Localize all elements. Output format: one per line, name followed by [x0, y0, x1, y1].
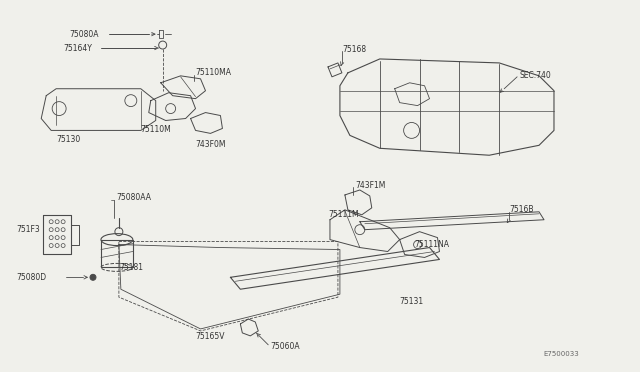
Text: SEC.740: SEC.740: [519, 71, 551, 80]
Text: 743F0M: 743F0M: [196, 140, 226, 149]
Text: 75130: 75130: [56, 135, 81, 144]
Text: 751F3: 751F3: [17, 225, 40, 234]
Text: 75110M: 75110M: [141, 125, 172, 134]
Text: 75168: 75168: [342, 45, 366, 54]
Text: 75080AA: 75080AA: [116, 193, 151, 202]
Text: 75181: 75181: [119, 263, 143, 272]
Text: 75111M: 75111M: [328, 210, 358, 219]
Text: 7516B: 7516B: [509, 205, 534, 214]
Text: 75080D: 75080D: [17, 273, 47, 282]
Text: 75060A: 75060A: [270, 342, 300, 351]
Text: 75111NA: 75111NA: [415, 240, 449, 249]
Text: 75080A: 75080A: [69, 30, 99, 39]
Text: 743F1M: 743F1M: [355, 180, 385, 189]
Text: 75164Y: 75164Y: [63, 44, 92, 52]
Text: E7500033: E7500033: [543, 351, 579, 357]
Text: 75165V: 75165V: [196, 332, 225, 341]
Circle shape: [90, 274, 96, 280]
Text: 75131: 75131: [399, 296, 424, 306]
Text: 75110MA: 75110MA: [196, 68, 232, 77]
